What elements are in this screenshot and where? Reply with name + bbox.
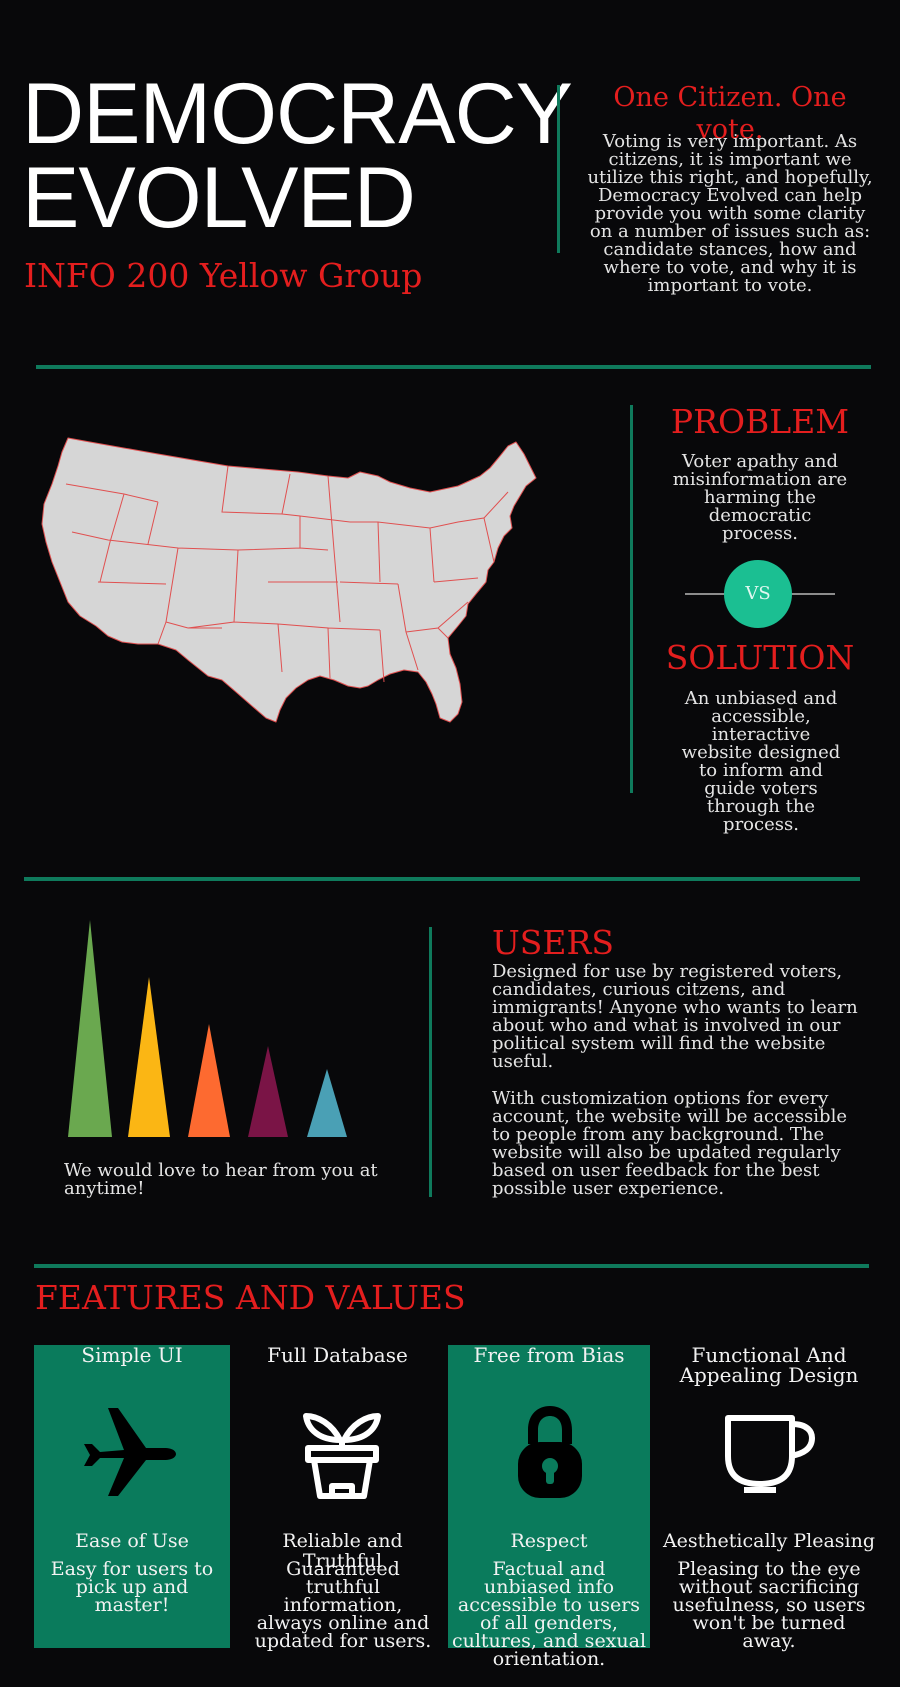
feature-title-1: Simple UI [81,1343,183,1367]
triangle-graphic [68,920,347,1137]
problem-text: Voter apathy and misinformation are harm… [672,451,848,544]
vs-badge: VS [724,560,792,628]
users-paragraph-1: Designed for use by registered voters, c… [492,961,858,1072]
feature-value-1: Ease of Use [75,1530,189,1552]
section-divider-1 [36,365,871,369]
solution-heading: SOLUTION [665,638,855,677]
features-heading: FEATURES AND VALUES [35,1278,466,1317]
title-line-1: DEMOCRACY [22,66,573,162]
feature-card-simple-ui [34,1345,230,1648]
triangle-2 [128,977,170,1137]
intro-paragraph: Voting is very important. As citizens, i… [587,131,873,296]
section-divider-2 [24,877,860,881]
feature-value-2: Reliable and Truthful [282,1530,403,1572]
solution-text: An unbiased and accessible, interactive … [681,688,841,835]
problem-heading: PROBLEM [670,402,850,441]
us-map [41,437,537,723]
airplane-icon [84,1408,176,1496]
tagline: One Citizen. One vote. [613,82,847,145]
feature-value-3: Respect [510,1530,588,1552]
feature-desc-1: Easy for users to pick up and master! [50,1558,214,1616]
feedback-note: We would love to hear from you at anytim… [64,1160,378,1199]
triangle-4 [248,1046,288,1137]
problem-divider [630,405,633,793]
triangle-5 [307,1069,347,1137]
feature-desc-2: Guaranteed truthful information, always … [254,1558,432,1652]
feature-value-4: Aesthetically Pleasing [662,1530,876,1552]
header-divider [557,85,560,253]
feature-title-2: Full Database [267,1343,408,1367]
group-subtitle: INFO 200 Yellow Group [24,256,423,295]
feature-title-3: Free from Bias [473,1343,625,1367]
feature-desc-4: Pleasing to the eye without sacrificing … [672,1558,866,1652]
title-line-2: EVOLVED [22,150,416,246]
coffee-cup-icon [725,1415,815,1493]
padlock-icon [518,1406,582,1498]
users-divider [429,927,432,1197]
feature-title-4: Functional And Appealing Design [679,1343,859,1387]
triangle-3 [188,1024,230,1137]
section-divider-3 [34,1264,869,1268]
users-paragraph-2: With customization options for every acc… [492,1088,847,1199]
users-heading: USERS [492,923,614,962]
feature-desc-3: Factual and unbiased info accessible to … [451,1558,647,1670]
sprout-pot-icon [303,1413,381,1499]
triangle-1 [68,920,112,1137]
